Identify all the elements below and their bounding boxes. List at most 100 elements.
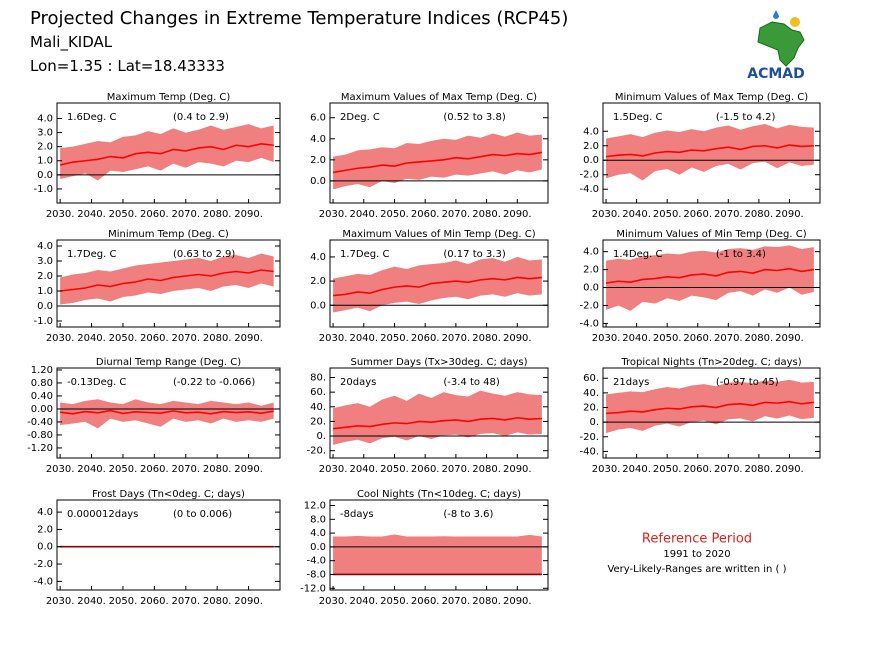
x-tick-label: 2090. (234, 464, 263, 475)
y-tick-label: 4.0 (37, 113, 53, 124)
y-tick-label: 0.0 (583, 283, 599, 294)
median-line (605, 144, 814, 158)
x-tick-label: 2040. (622, 209, 651, 220)
panel: 0.0 2.0 4.0 2030. 2040. 2050. 2060. 2070. 2080. 2… (310, 229, 549, 344)
plot-frame (56, 367, 281, 459)
y-tick-label: 0.0 (583, 155, 599, 166)
range-band (333, 256, 542, 313)
y-tick-label: 4.0 (310, 252, 326, 263)
y-tick-label: 80. (310, 373, 326, 384)
panel-title: Minimum Temp (Deg. C) (108, 229, 229, 240)
x-tick-label: 2040. (622, 333, 651, 344)
x-tick-label: 2050. (380, 333, 409, 344)
plot-frame (329, 499, 549, 591)
range-band (333, 390, 542, 445)
x-tick-label: 2070. (442, 333, 471, 344)
panel-range: (-1.5 to 4.2) (716, 112, 776, 123)
median-line (60, 269, 274, 292)
panel-title: Diurnal Temp Range (Deg. C) (96, 357, 241, 368)
panel: -4.0 -2.0 0.0 2.0 4.0 2030. 2040. 2050. 2060. 207… (579, 229, 821, 344)
y-tick-label: 4.0 (310, 134, 326, 145)
y-tick-label: 1.0 (37, 156, 53, 167)
panel-annotation: 1.5Deg. C (613, 112, 662, 123)
plot-frame (602, 367, 821, 459)
median-line (332, 151, 542, 174)
x-tick-label: 2090. (503, 209, 532, 220)
x-tick-label: 2070. (171, 209, 200, 220)
x-tick-label: 2050. (109, 209, 138, 220)
x-tick-label: 2090. (503, 333, 532, 344)
figure-title: Projected Changes in Extreme Temperature… (30, 8, 568, 29)
y-tick-label: 0.80 (31, 378, 53, 389)
y-tick-label: 6.0 (310, 113, 326, 124)
logo: ACMAD (747, 10, 805, 82)
x-tick-label: 2070. (714, 333, 743, 344)
y-tick-label: 4.0 (310, 528, 326, 539)
panel-title: Summer Days (Tx>30deg. C; days) (350, 357, 527, 368)
x-tick-label: 2070. (714, 209, 743, 220)
x-tick-label: 2060. (140, 209, 169, 220)
y-tick-label: 40. (310, 402, 326, 413)
reference-title: Reference Period (642, 532, 752, 547)
y-tick-label: 4.0 (37, 241, 53, 252)
location: Mali_KIDAL (30, 33, 113, 52)
x-tick-label: 2060. (683, 209, 712, 220)
y-tick-label: 0.0 (310, 300, 326, 311)
panel-title: Cool Nights (Tn<10deg. C; days) (357, 489, 521, 500)
panel-range: (-1 to 3.4) (716, 249, 766, 260)
x-tick-label: 2050. (653, 464, 682, 475)
x-tick-label: 2030. (46, 333, 75, 344)
y-tick-label: -2.0 (33, 559, 53, 570)
panel-annotation: 1.7Deg. C (67, 249, 116, 260)
x-tick-label: 2050. (653, 333, 682, 344)
panel-title: Maximum Values of Max Temp (Deg. C) (341, 92, 537, 103)
panel-range: (0.17 to 3.3) (443, 249, 505, 260)
x-tick-label: 2060. (140, 596, 169, 607)
panel-annotation: 1.4Deg. C (613, 249, 662, 260)
panel-annotation: 1.7Deg. C (340, 249, 389, 260)
range-band (606, 245, 814, 311)
x-tick-label: 2050. (380, 209, 409, 220)
plot-frame (329, 102, 549, 204)
panel: -4.0 -2.0 0.0 2.0 4.0 2030. 2040. 2050. 2060. 207… (33, 489, 281, 607)
median-line (605, 267, 815, 284)
median-line (59, 143, 274, 166)
y-tick-label: -4.0 (33, 576, 53, 587)
range-band (60, 399, 274, 429)
panel-title: Frost Days (Tn<0deg. C; days) (92, 489, 245, 500)
x-tick-label: 2040. (77, 464, 106, 475)
x-tick-label: 2090. (775, 333, 804, 344)
y-tick-label: -0.80 (27, 430, 53, 441)
panel-range: (-0.97 to 45) (716, 377, 779, 388)
x-tick-label: 2080. (472, 333, 501, 344)
plot-frame (602, 102, 821, 204)
y-tick-label: 0.0 (37, 301, 53, 312)
y-tick-label: 2.0 (37, 271, 53, 282)
coordinates: Lon=1.35 : Lat=18.43333 (30, 57, 225, 75)
y-tick-label: 0. (589, 417, 599, 428)
x-tick-label: 2080. (745, 464, 774, 475)
x-tick-label: 2070. (714, 464, 743, 475)
x-tick-label: 2040. (349, 333, 378, 344)
panel-annotation: -0.13Deg. C (67, 377, 126, 388)
panel-title: Tropical Nights (Tn>20deg. C; days) (620, 357, 801, 368)
panel: -20.0.20.40.60.80.2030. 2040. 2050. 2060. 20… (306, 357, 549, 475)
y-tick-label: 60. (583, 373, 599, 384)
x-tick-label: 2070. (171, 596, 200, 607)
x-tick-label: 2040. (622, 464, 651, 475)
median-line (60, 409, 274, 415)
x-tick-label: 2080. (472, 464, 501, 475)
x-tick-label: 2090. (234, 209, 263, 220)
x-tick-label: 2060. (411, 596, 440, 607)
x-tick-label: 2050. (109, 596, 138, 607)
x-tick-label: 2080. (203, 596, 232, 607)
x-tick-label: 2030. (319, 596, 348, 607)
y-tick-label: 0.40 (31, 391, 53, 402)
x-tick-label: 2070. (171, 464, 200, 475)
logo-sun (790, 17, 800, 27)
y-tick-label: -2.0 (579, 170, 599, 181)
x-tick-label: 2090. (234, 596, 263, 607)
x-tick-label: 2040. (77, 209, 106, 220)
